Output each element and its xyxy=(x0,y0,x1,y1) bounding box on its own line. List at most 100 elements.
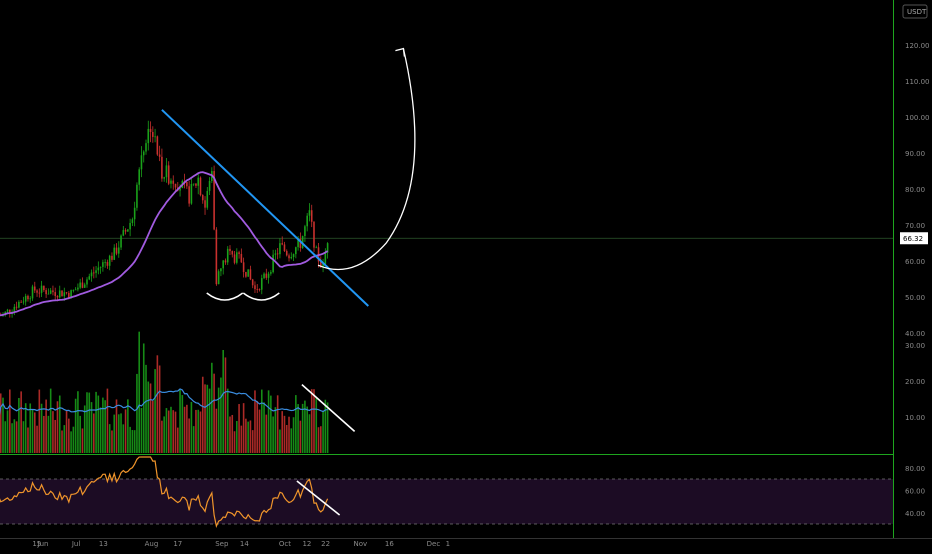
volume-bar xyxy=(145,364,147,453)
volume-bar xyxy=(197,409,200,453)
candle-body xyxy=(226,248,229,263)
volume-bar xyxy=(131,430,134,453)
volume-bar xyxy=(240,425,243,453)
volume-bar xyxy=(11,423,13,453)
candle-body xyxy=(54,292,57,296)
candle-body xyxy=(174,183,177,188)
candle-body xyxy=(124,230,127,232)
time-tick-label: 12 xyxy=(302,540,311,548)
volume-bar xyxy=(310,389,313,453)
candle-body xyxy=(138,169,140,185)
candle-body xyxy=(213,171,215,230)
price-tick-label: 70.00 xyxy=(905,222,925,230)
candle-body xyxy=(217,271,220,285)
candle-body xyxy=(147,128,150,144)
candle-body xyxy=(90,272,93,277)
volume-bar xyxy=(281,411,284,453)
volume-bar xyxy=(163,416,165,453)
volume-bar xyxy=(204,384,206,453)
volume-bar xyxy=(161,420,163,453)
candle-body xyxy=(47,293,50,295)
unit-label: USDT xyxy=(907,8,927,16)
projection-curve xyxy=(317,48,416,271)
volume-ma-line xyxy=(0,388,328,416)
volume-bar xyxy=(29,403,32,453)
volume-bar xyxy=(236,421,238,453)
volume-bar xyxy=(52,411,54,453)
volume-bar xyxy=(188,418,190,453)
volume-bar xyxy=(231,414,234,453)
candle-body xyxy=(56,295,59,298)
time-tick-label: 16 xyxy=(385,540,394,548)
volume-bar xyxy=(217,387,220,453)
candle-body xyxy=(192,183,195,185)
volume-bar xyxy=(31,409,34,453)
candle-body xyxy=(18,301,20,308)
volume-bar xyxy=(138,331,140,453)
volume-bar xyxy=(58,395,61,453)
candle-body xyxy=(4,311,7,315)
time-tick-label: 17 xyxy=(173,540,182,548)
candle-body xyxy=(156,136,159,155)
volume-bar xyxy=(9,389,11,453)
candle-body xyxy=(63,292,66,297)
volume-bar xyxy=(295,395,297,453)
volume-bar xyxy=(274,407,277,453)
time-tick-label: Aug xyxy=(145,540,159,548)
time-tick-label: 15 xyxy=(32,540,41,548)
volume-bar xyxy=(297,404,299,453)
candle-body xyxy=(49,290,52,294)
volume-bar xyxy=(95,391,97,453)
volume-bar xyxy=(129,426,131,453)
volume-bar xyxy=(77,391,79,453)
candle-body xyxy=(322,263,324,268)
volume-bar xyxy=(326,402,329,453)
volume-bar xyxy=(122,424,125,453)
candle-body xyxy=(276,253,279,255)
candle-body xyxy=(274,253,277,255)
volume-bar xyxy=(263,402,265,453)
candle-body xyxy=(77,287,79,290)
volume-bar xyxy=(322,411,324,453)
rsi-line xyxy=(0,456,329,529)
volume-bar xyxy=(258,409,261,453)
volume-divergence-line xyxy=(301,384,356,432)
candle-body xyxy=(142,151,145,156)
candle-body xyxy=(324,252,327,264)
volume-bar xyxy=(68,418,70,453)
candle-body xyxy=(36,290,38,293)
volume-bar xyxy=(254,390,256,453)
candle-body xyxy=(247,269,249,277)
candle-body xyxy=(190,184,193,204)
volume-bar xyxy=(120,413,122,453)
candle-body xyxy=(222,260,224,269)
candle-body xyxy=(29,298,32,300)
volume-bar xyxy=(176,427,179,453)
candle-body xyxy=(154,136,156,138)
volume-bar xyxy=(201,376,204,453)
volume-bar xyxy=(186,404,188,453)
volume-bar xyxy=(292,417,295,453)
candle-body xyxy=(145,143,147,152)
volume-bar xyxy=(315,397,318,453)
candle-body xyxy=(295,247,297,255)
candle-body xyxy=(38,292,41,294)
candle-body xyxy=(242,262,245,272)
candle-body xyxy=(267,273,270,278)
time-tick-label: Sep xyxy=(215,540,229,548)
volume-bar xyxy=(249,420,252,453)
candle-body xyxy=(251,279,254,286)
candle-body xyxy=(188,186,190,204)
time-tick-label: Oct xyxy=(279,540,291,548)
candle-body xyxy=(290,256,293,259)
volume-bar xyxy=(208,388,211,453)
volume-bar xyxy=(136,373,138,453)
candle-body xyxy=(102,262,104,267)
volume-bar xyxy=(56,401,59,453)
volume-tick-label: 30.00 xyxy=(905,342,925,350)
candle-body xyxy=(231,251,234,255)
volume-bar xyxy=(245,418,247,453)
candle-body xyxy=(281,243,284,245)
